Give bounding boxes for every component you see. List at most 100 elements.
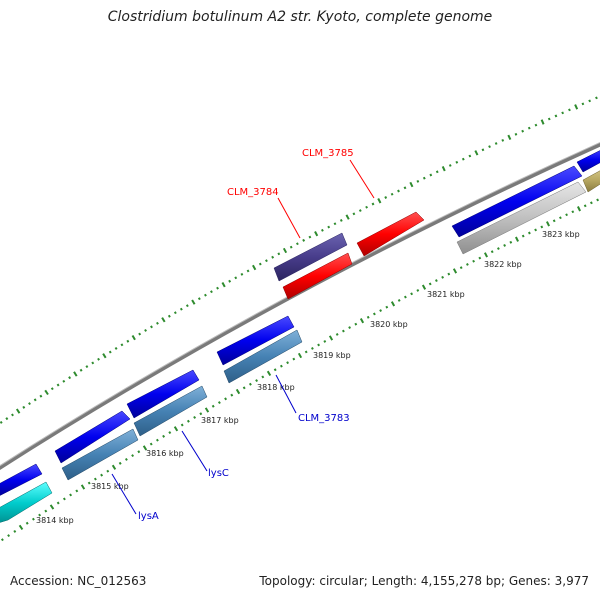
gap-mark bbox=[429, 173, 433, 177]
gap-mark bbox=[314, 231, 319, 237]
gap-mark bbox=[18, 524, 24, 530]
gap-mark bbox=[568, 108, 571, 112]
gap-mark bbox=[596, 198, 599, 202]
gap-mark bbox=[33, 398, 37, 402]
gap-mark bbox=[150, 325, 153, 329]
gap-mark bbox=[15, 408, 21, 414]
gap-mark bbox=[31, 517, 35, 521]
gap-mark bbox=[468, 154, 472, 158]
gap-mark bbox=[403, 186, 407, 190]
gene-feature-cyan[interactable] bbox=[0, 481, 53, 524]
gap-mark bbox=[258, 262, 262, 266]
gap-mark bbox=[509, 240, 513, 244]
gap-mark bbox=[100, 473, 104, 477]
gap-mark bbox=[0, 420, 3, 424]
gap-mark bbox=[38, 513, 42, 517]
gap-mark bbox=[304, 350, 308, 354]
gap-mark bbox=[385, 305, 389, 309]
gap-mark bbox=[534, 228, 537, 232]
gap-mark bbox=[282, 247, 288, 254]
gene-feature-lysa[interactable] bbox=[61, 428, 139, 481]
reverse-strand-features bbox=[0, 168, 600, 524]
gap-mark bbox=[390, 301, 396, 307]
gene-label-clm-3785[interactable]: CLM_3785 bbox=[302, 148, 354, 159]
gap-mark bbox=[377, 198, 382, 204]
tick-label: 3814 kbp bbox=[36, 516, 74, 525]
gap-mark bbox=[333, 222, 337, 226]
gap-mark bbox=[68, 376, 72, 380]
gene-label-clm-3783[interactable]: CLM_3783 bbox=[298, 413, 350, 424]
gap-mark bbox=[595, 96, 598, 100]
gap-mark bbox=[328, 335, 334, 341]
gap-mark bbox=[7, 534, 11, 538]
gap-mark bbox=[168, 431, 172, 435]
scale-labels: 3814 kbp 3815 kbp 3816 kbp 3817 kbp 3818… bbox=[36, 230, 580, 525]
gap-mark bbox=[224, 397, 228, 401]
gap-mark bbox=[216, 286, 219, 290]
gene-label-lysc[interactable]: lysC bbox=[208, 468, 229, 479]
gene-feature[interactable] bbox=[54, 410, 131, 464]
gene-feature-rna[interactable] bbox=[282, 252, 353, 300]
gap-mark bbox=[120, 343, 124, 347]
gap-mark bbox=[428, 282, 432, 286]
gene-labels: CLM_3785 CLM_3784 CLM_3783 lysC lysA bbox=[138, 148, 354, 522]
gap-mark bbox=[484, 252, 488, 258]
gap-mark bbox=[348, 326, 351, 329]
tick-label: 3815 kbp bbox=[91, 482, 129, 491]
gene-label-lysa[interactable]: lysA bbox=[138, 511, 159, 522]
gene-label-clm-3784[interactable]: CLM_3784 bbox=[227, 187, 279, 198]
gene-feature[interactable] bbox=[451, 165, 583, 238]
gap-mark bbox=[577, 206, 581, 212]
gap-mark bbox=[466, 263, 469, 266]
tick-label: 3820 kbp bbox=[370, 320, 408, 329]
gene-feature[interactable] bbox=[0, 463, 43, 496]
gap-mark bbox=[339, 218, 343, 222]
gap-mark bbox=[435, 279, 438, 283]
gap-mark bbox=[144, 328, 147, 332]
inner-dot-track bbox=[0, 198, 599, 542]
gap-mark bbox=[308, 235, 312, 239]
gap-mark bbox=[455, 160, 459, 164]
gap-mark bbox=[342, 329, 345, 333]
gap-mark bbox=[441, 275, 444, 279]
gap-mark bbox=[138, 332, 142, 336]
gap-mark bbox=[354, 322, 358, 326]
gap-mark bbox=[102, 353, 107, 359]
gene-feature-silver[interactable] bbox=[456, 181, 587, 255]
gap-mark bbox=[574, 104, 579, 110]
gap-mark bbox=[87, 481, 91, 485]
tick-label: 3819 kbp bbox=[313, 351, 351, 360]
gene-feature[interactable] bbox=[576, 148, 600, 173]
gap-mark bbox=[217, 401, 221, 405]
gap-mark bbox=[390, 192, 394, 196]
gene-feature-clm-3784[interactable] bbox=[273, 232, 348, 282]
gap-mark bbox=[534, 123, 538, 127]
gap-mark bbox=[235, 388, 241, 395]
gap-mark bbox=[435, 170, 439, 174]
gene-feature-olive[interactable] bbox=[582, 168, 600, 193]
gene-feature-lysc[interactable] bbox=[133, 385, 208, 437]
gap-mark bbox=[404, 295, 407, 299]
gap-mark bbox=[85, 365, 89, 369]
tick-label: 3817 kbp bbox=[201, 416, 239, 425]
gene-feature[interactable] bbox=[126, 369, 200, 419]
gap-mark bbox=[507, 134, 512, 141]
gene-feature-clm-3783[interactable] bbox=[223, 329, 303, 384]
gene-feature[interactable] bbox=[216, 315, 295, 366]
gap-mark bbox=[114, 346, 118, 350]
gap-mark bbox=[211, 404, 215, 408]
gap-mark bbox=[327, 225, 331, 229]
gap-mark bbox=[93, 477, 97, 481]
gene-feature-clm-3785[interactable] bbox=[356, 211, 425, 257]
gap-mark bbox=[73, 371, 78, 377]
gap-mark bbox=[488, 145, 491, 149]
gap-mark bbox=[210, 290, 213, 294]
gap-mark bbox=[311, 347, 314, 350]
gap-mark bbox=[321, 228, 324, 232]
gap-mark bbox=[494, 142, 498, 145]
gap-mark bbox=[80, 484, 86, 490]
gap-mark bbox=[302, 238, 306, 242]
gap-mark bbox=[521, 129, 525, 133]
gap-mark bbox=[79, 368, 83, 372]
